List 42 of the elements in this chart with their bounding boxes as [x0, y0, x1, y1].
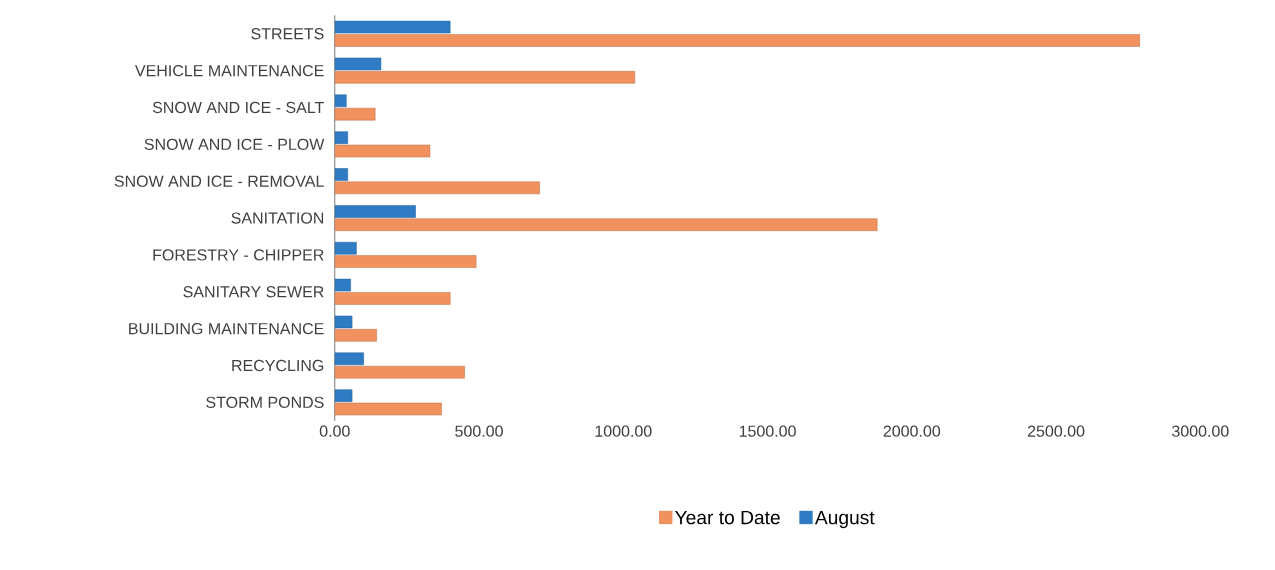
y-tick-label: SANITATION [231, 212, 324, 224]
bar [334, 328, 377, 342]
bar [334, 20, 451, 34]
y-tick-label: SANITARY SEWER [183, 286, 324, 298]
bar [334, 218, 878, 231]
bar [334, 365, 465, 379]
bar [334, 352, 364, 366]
y-tick-label: FORESTRY - CHIPPER [153, 249, 324, 261]
bar [334, 131, 349, 144]
bar [334, 241, 357, 255]
x-tick-label: 1000.00 [595, 425, 652, 437]
bar [334, 34, 1140, 47]
bar [334, 292, 451, 305]
x-tick-label: 2500.00 [1027, 425, 1085, 437]
legend-label: August [814, 510, 875, 529]
x-tick-label: 500.00 [455, 425, 503, 437]
bar [334, 278, 351, 292]
bar [334, 144, 431, 158]
bar [334, 315, 353, 329]
bar [334, 57, 382, 71]
y-tick-label: STORM PONDS [206, 396, 324, 408]
bar [334, 255, 477, 268]
y-tick-label: SNOW AND ICE - REMOVAL [114, 175, 324, 187]
bar [334, 389, 353, 402]
x-tick-label: 2000.00 [883, 425, 941, 437]
bar [334, 168, 349, 181]
y-tick-label: SNOW AND ICE - SALT [152, 101, 324, 114]
bar [334, 94, 347, 108]
bar [334, 205, 416, 218]
x-tick-label: 3000.00 [1172, 425, 1229, 437]
bar [334, 107, 376, 121]
x-tick-label: 0.00 [319, 425, 350, 437]
bar [334, 402, 442, 416]
bar [334, 181, 540, 195]
legend-label: Year to Date [675, 510, 780, 525]
y-tick-label: RECYCLING [232, 359, 324, 372]
y-tick-label: BUILDING MAINTENANCE [129, 322, 324, 335]
y-tick-label: VEHICLE MAINTENANCE [135, 64, 324, 77]
x-tick-label: 1500.00 [739, 425, 796, 437]
bar [334, 70, 636, 84]
y-tick-label: STREETS [251, 28, 324, 40]
y-tick-label: SNOW AND ICE - PLOW [144, 138, 325, 150]
